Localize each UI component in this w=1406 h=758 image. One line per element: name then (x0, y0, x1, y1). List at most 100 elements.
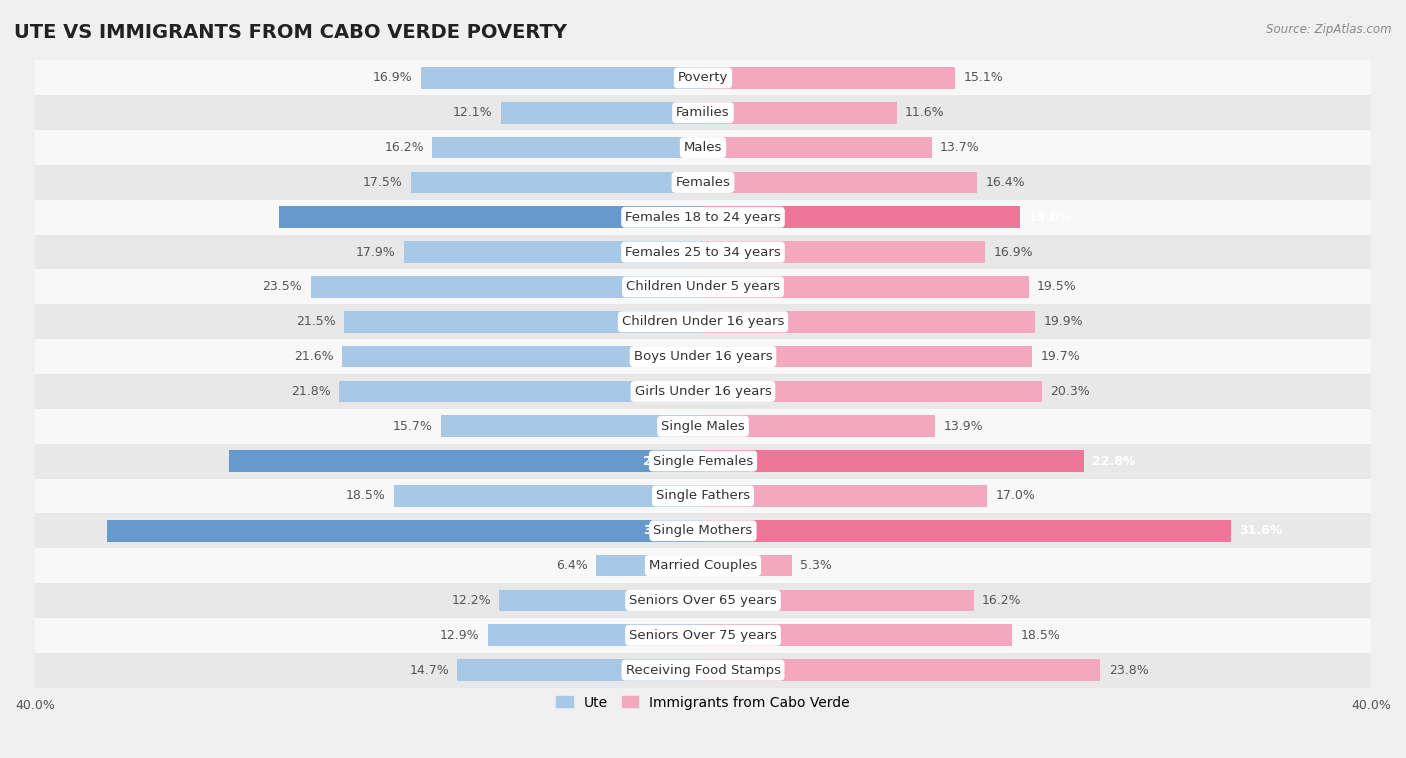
Text: 16.9%: 16.9% (373, 71, 412, 84)
Bar (703, 102, 897, 124)
Bar (703, 659, 1101, 681)
Bar (411, 171, 703, 193)
Bar (35, 339, 1371, 374)
Text: Single Fathers: Single Fathers (657, 490, 749, 503)
Text: 19.9%: 19.9% (1043, 315, 1084, 328)
Bar (35, 478, 1371, 513)
Bar (703, 136, 932, 158)
Text: 21.5%: 21.5% (295, 315, 336, 328)
Bar (703, 590, 973, 611)
Bar (35, 374, 1371, 409)
Text: Females 25 to 34 years: Females 25 to 34 years (626, 246, 780, 258)
Bar (229, 450, 703, 472)
Bar (35, 130, 1371, 165)
Text: Children Under 5 years: Children Under 5 years (626, 280, 780, 293)
Bar (501, 102, 703, 124)
Bar (342, 346, 703, 368)
Text: 23.5%: 23.5% (263, 280, 302, 293)
Bar (703, 415, 935, 437)
Bar (703, 555, 792, 576)
Text: 16.2%: 16.2% (981, 594, 1022, 607)
Bar (35, 235, 1371, 270)
Text: UTE VS IMMIGRANTS FROM CABO VERDE POVERTY: UTE VS IMMIGRANTS FROM CABO VERDE POVERT… (14, 23, 567, 42)
Text: Seniors Over 65 years: Seniors Over 65 years (628, 594, 778, 607)
Text: 19.5%: 19.5% (1038, 280, 1077, 293)
Text: 19.7%: 19.7% (1040, 350, 1080, 363)
Text: 25.4%: 25.4% (643, 211, 686, 224)
Text: Females 18 to 24 years: Females 18 to 24 years (626, 211, 780, 224)
Text: 12.2%: 12.2% (451, 594, 491, 607)
Bar (703, 241, 986, 263)
Text: Girls Under 16 years: Girls Under 16 years (634, 385, 772, 398)
Text: 6.4%: 6.4% (555, 559, 588, 572)
Bar (596, 555, 703, 576)
Text: Children Under 16 years: Children Under 16 years (621, 315, 785, 328)
Bar (703, 450, 1084, 472)
Bar (703, 520, 1230, 541)
Bar (35, 443, 1371, 478)
Text: 16.9%: 16.9% (994, 246, 1033, 258)
Legend: Ute, Immigrants from Cabo Verde: Ute, Immigrants from Cabo Verde (550, 690, 856, 715)
Bar (703, 485, 987, 507)
Text: Receiving Food Stamps: Receiving Food Stamps (626, 663, 780, 677)
Text: Families: Families (676, 106, 730, 119)
Text: Males: Males (683, 141, 723, 154)
Text: 12.1%: 12.1% (453, 106, 492, 119)
Text: Boys Under 16 years: Boys Under 16 years (634, 350, 772, 363)
Text: 22.8%: 22.8% (1092, 455, 1136, 468)
Bar (499, 590, 703, 611)
Bar (35, 653, 1371, 688)
Bar (35, 583, 1371, 618)
Text: Single Mothers: Single Mothers (654, 525, 752, 537)
Bar (703, 206, 1021, 228)
Bar (703, 381, 1042, 402)
Text: 17.0%: 17.0% (995, 490, 1035, 503)
Text: 13.7%: 13.7% (941, 141, 980, 154)
Text: 35.7%: 35.7% (643, 525, 686, 537)
Text: Poverty: Poverty (678, 71, 728, 84)
Text: 16.2%: 16.2% (384, 141, 425, 154)
Text: 15.1%: 15.1% (963, 71, 1004, 84)
Bar (35, 618, 1371, 653)
Bar (703, 346, 1032, 368)
Text: Married Couples: Married Couples (650, 559, 756, 572)
Text: 18.5%: 18.5% (1021, 629, 1060, 642)
Bar (35, 548, 1371, 583)
Bar (457, 659, 703, 681)
Bar (703, 171, 977, 193)
Text: 13.9%: 13.9% (943, 420, 983, 433)
Bar (35, 61, 1371, 96)
Bar (339, 381, 703, 402)
Text: Source: ZipAtlas.com: Source: ZipAtlas.com (1267, 23, 1392, 36)
Text: Single Females: Single Females (652, 455, 754, 468)
Text: 28.4%: 28.4% (643, 455, 686, 468)
Bar (404, 241, 703, 263)
Bar (35, 513, 1371, 548)
Bar (35, 409, 1371, 443)
Text: Seniors Over 75 years: Seniors Over 75 years (628, 629, 778, 642)
Bar (703, 276, 1029, 298)
Text: 11.6%: 11.6% (905, 106, 945, 119)
Bar (35, 96, 1371, 130)
Bar (441, 415, 703, 437)
Bar (311, 276, 703, 298)
Bar (107, 520, 703, 541)
Bar (433, 136, 703, 158)
Text: 31.6%: 31.6% (1239, 525, 1282, 537)
Text: 21.8%: 21.8% (291, 385, 330, 398)
Bar (35, 165, 1371, 200)
Bar (488, 625, 703, 646)
Text: 18.5%: 18.5% (346, 490, 385, 503)
Text: Females: Females (675, 176, 731, 189)
Text: 5.3%: 5.3% (800, 559, 832, 572)
Text: 16.4%: 16.4% (986, 176, 1025, 189)
Bar (420, 67, 703, 89)
Bar (703, 311, 1035, 333)
Text: 12.9%: 12.9% (440, 629, 479, 642)
Bar (35, 200, 1371, 235)
Text: 23.8%: 23.8% (1109, 663, 1149, 677)
Text: 14.7%: 14.7% (409, 663, 449, 677)
Bar (703, 625, 1012, 646)
Text: 19.0%: 19.0% (1029, 211, 1071, 224)
Text: 15.7%: 15.7% (392, 420, 433, 433)
